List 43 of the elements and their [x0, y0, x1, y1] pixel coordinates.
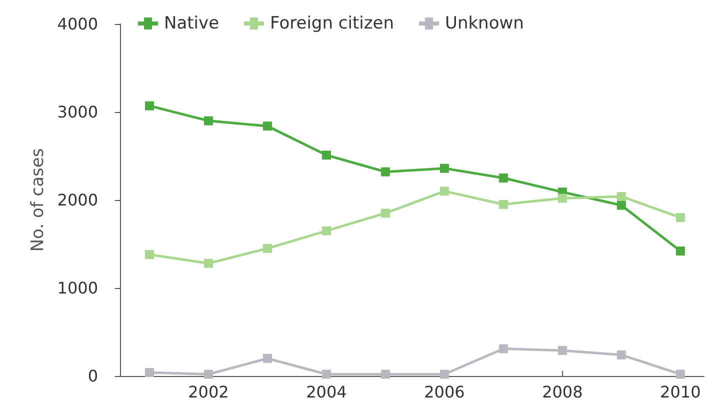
y-tick-label: 2000: [57, 190, 98, 210]
y-tick-label: 4000: [57, 14, 98, 34]
point: [440, 186, 449, 196]
y-tick-label: 3000: [57, 102, 98, 122]
point: [204, 116, 213, 126]
point: [440, 164, 449, 173]
point: [322, 150, 331, 160]
point: [616, 200, 626, 210]
point: [204, 370, 213, 379]
point: [262, 244, 272, 253]
point: [322, 370, 331, 379]
point: [262, 122, 272, 131]
point: [380, 370, 390, 379]
legend-label: Foreign citizen: [270, 14, 394, 34]
point: [676, 246, 685, 256]
point: [676, 370, 685, 379]
point: [676, 213, 685, 222]
point: [498, 174, 508, 182]
point: [144, 101, 154, 110]
x-tick-label: 2002: [188, 382, 229, 402]
x-tick-label: 2006: [424, 382, 465, 402]
x-tick-label: 2008: [542, 382, 583, 402]
legend-label: Unknown: [445, 14, 524, 34]
point: [380, 208, 390, 218]
point: [616, 192, 626, 201]
y-tick-label: 0: [88, 366, 98, 386]
point: [262, 354, 272, 363]
point: [616, 350, 626, 360]
y-axis-title: No. of cases: [28, 148, 48, 252]
point: [380, 167, 390, 176]
point: [440, 370, 449, 379]
point: [322, 226, 331, 236]
y-tick-label: 1000: [57, 278, 98, 298]
x-tick-label: 2004: [306, 382, 347, 402]
point: [498, 344, 508, 354]
x-tick-label: 2010: [660, 382, 701, 402]
legend-label: Native: [164, 14, 220, 34]
point: [144, 368, 154, 377]
point: [144, 250, 154, 260]
point: [558, 194, 567, 203]
point: [498, 200, 508, 209]
point: [558, 346, 567, 355]
point: [204, 258, 213, 268]
